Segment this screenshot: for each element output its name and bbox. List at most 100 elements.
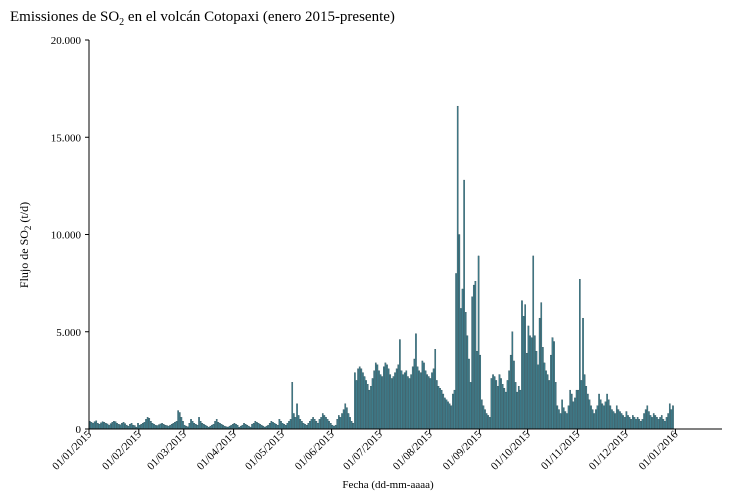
bar xyxy=(427,376,430,430)
bar xyxy=(553,341,555,430)
bar xyxy=(106,423,109,430)
bar xyxy=(453,389,456,430)
bar xyxy=(460,308,462,430)
bar xyxy=(98,423,101,430)
bar xyxy=(648,411,650,430)
bar xyxy=(490,378,493,430)
x-tick-label: 01/11/2015 xyxy=(539,428,583,472)
bar xyxy=(558,409,560,430)
bar xyxy=(313,419,316,430)
bar xyxy=(431,372,433,430)
bar xyxy=(289,419,292,430)
bar xyxy=(399,339,401,430)
bar xyxy=(392,376,395,430)
bar xyxy=(426,374,429,430)
bar xyxy=(270,421,273,430)
bar xyxy=(344,403,347,430)
bar xyxy=(599,399,602,430)
bar xyxy=(657,419,660,430)
bar xyxy=(379,374,382,430)
bar xyxy=(484,409,486,430)
bar xyxy=(212,423,215,430)
bar xyxy=(211,424,213,430)
bar xyxy=(146,417,149,430)
bar xyxy=(117,423,120,430)
bar xyxy=(444,397,446,430)
bar xyxy=(535,351,538,430)
y-tick-label: 15.000 xyxy=(51,132,82,144)
bar xyxy=(162,423,165,430)
bar xyxy=(482,405,485,430)
bar xyxy=(656,417,658,430)
bar xyxy=(365,380,367,430)
bar xyxy=(354,372,356,430)
bar xyxy=(391,378,393,430)
bar xyxy=(257,423,260,430)
bar xyxy=(116,423,118,430)
bar xyxy=(525,352,528,430)
bar xyxy=(347,413,350,430)
bar xyxy=(310,419,313,430)
bar xyxy=(514,382,517,430)
bar xyxy=(556,405,559,430)
bar xyxy=(151,423,154,430)
bar xyxy=(644,409,647,430)
bar xyxy=(384,362,387,430)
bar xyxy=(368,389,371,430)
bar xyxy=(286,423,289,430)
bar xyxy=(252,423,255,430)
bar xyxy=(275,423,277,430)
x-tick-label: 01/05/2015 xyxy=(243,428,287,472)
bar xyxy=(615,405,618,430)
bar xyxy=(315,421,318,430)
bar xyxy=(436,380,438,430)
bar xyxy=(513,360,515,430)
bar xyxy=(596,405,599,430)
bar xyxy=(652,413,655,430)
bar xyxy=(611,409,613,430)
bar xyxy=(101,421,104,430)
bar xyxy=(532,255,535,430)
bar xyxy=(394,372,396,430)
bar xyxy=(612,411,615,430)
bar xyxy=(130,423,133,430)
bar xyxy=(561,399,563,430)
bar xyxy=(640,421,642,430)
bar xyxy=(472,284,475,430)
bar xyxy=(418,370,420,430)
bar xyxy=(318,419,321,430)
bar xyxy=(301,421,303,430)
bar xyxy=(293,413,295,430)
bar xyxy=(617,409,620,430)
bar xyxy=(442,393,445,430)
bar xyxy=(352,423,355,430)
bar xyxy=(554,382,557,430)
bar xyxy=(434,349,437,430)
bar xyxy=(423,362,425,430)
bar xyxy=(326,419,329,430)
bar xyxy=(180,417,183,430)
x-tick-label: 01/02/2015 xyxy=(100,428,144,472)
bar xyxy=(381,376,384,430)
bar xyxy=(124,423,126,430)
bar xyxy=(625,411,628,430)
bar xyxy=(508,370,510,430)
bar xyxy=(161,423,163,430)
chart-title: Emissiones de SO2 en el volcán Cotopaxi … xyxy=(10,9,395,28)
bar xyxy=(251,423,253,430)
bar xyxy=(172,423,175,430)
bar xyxy=(371,378,374,430)
bar xyxy=(259,423,261,430)
bar xyxy=(667,413,669,430)
bar xyxy=(302,423,305,430)
bar xyxy=(383,366,385,430)
bar xyxy=(595,409,597,430)
bar xyxy=(569,389,571,430)
x-tick-label: 01/04/2015 xyxy=(195,428,239,472)
bar xyxy=(474,281,477,430)
bar xyxy=(479,354,482,430)
bar xyxy=(419,372,422,430)
bar xyxy=(170,423,173,430)
bar xyxy=(498,374,501,430)
bar xyxy=(317,423,319,430)
